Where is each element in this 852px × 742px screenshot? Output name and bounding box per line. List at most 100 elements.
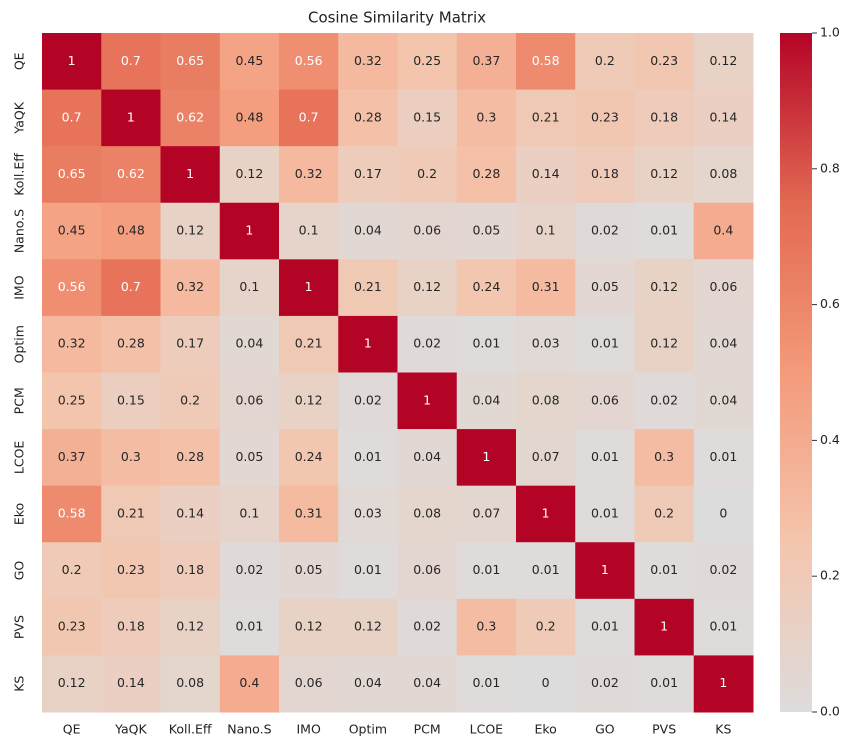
cell-label: 0.4 [239,675,259,690]
cell-label: 0.65 [58,166,86,181]
heatmap-cell [279,542,339,600]
cell-label: 0.48 [235,109,263,124]
cell-label: 0.01 [591,336,619,351]
heatmap-cell [219,146,280,204]
heatmap-cell [634,89,695,147]
y-tick-label: Eko [12,503,27,525]
heatmap-cell [397,89,458,147]
cell-label: 0.12 [235,166,263,181]
heatmap-cell [516,146,576,204]
y-tick-label: GO [12,561,27,581]
heatmap-cell [516,485,576,543]
cell-label: 0.12 [295,392,323,407]
y-tick-label: YaQK [12,101,27,134]
cell-label: 0.7 [121,53,141,68]
heatmap-cell [516,598,576,656]
heatmap-cell [634,598,695,656]
y-tick-label: IMO [12,275,27,299]
heatmap-cell [397,542,458,600]
x-tick-label: PCM [414,722,441,737]
heatmap-cell [279,259,339,317]
heatmap-cell [219,33,280,91]
cell-label: 0.01 [709,619,737,634]
heatmap-cell [338,429,398,487]
heatmap-cell [101,655,161,713]
cell-label: 0.3 [476,619,496,634]
heatmap-cell [160,485,221,543]
cell-label: 0.12 [176,619,204,634]
cell-label: 0.62 [117,166,145,181]
cell-label: 1 [305,279,313,294]
cell-label: 1 [423,392,431,407]
heatmap-cell [456,485,517,543]
heatmap-cell [42,202,102,260]
heatmap-cell [160,542,221,600]
cell-label: 0.2 [62,562,82,577]
cell-label: 0.06 [591,392,619,407]
heatmap-cell [219,542,280,600]
heatmap-cell [101,485,161,543]
heatmap-cell [516,315,576,373]
x-tick-label: KS [715,722,731,737]
heatmap-cell [101,315,161,373]
chart-title: Cosine Similarity Matrix [308,9,486,27]
colorbar-tick-label: 0.4 [820,432,840,447]
heatmap-cell [338,485,398,543]
heatmap-cell [575,259,635,317]
colorbar-tick-label: 0.2 [820,568,840,583]
cell-label: 0.45 [235,53,263,68]
heatmap-cell [101,372,161,430]
cell-label: 0.01 [591,619,619,634]
heatmap-cell [634,146,695,204]
heatmap-cell [101,542,161,600]
heatmap-cell [575,33,635,91]
heatmap-cell [634,33,695,91]
cell-label: 0.07 [532,449,560,464]
cell-label: 0.01 [532,562,560,577]
cell-label: 0.32 [354,53,382,68]
cell-label: 0.25 [413,53,441,68]
heatmap-cell [219,315,280,373]
heatmap-cell [575,202,635,260]
cell-label: 0.31 [532,279,560,294]
x-tick-label: Koll.Eff [169,722,212,737]
cell-label: 0.23 [117,562,145,577]
cell-label: 0.56 [58,279,86,294]
cell-label: 0.06 [295,675,323,690]
heatmap-cell [219,259,280,317]
cell-label: 0.05 [591,279,619,294]
cell-label: 0.56 [295,53,323,68]
heatmap-cell [516,33,576,91]
cell-label: 0.31 [295,505,323,520]
cell-label: 0.03 [532,336,560,351]
cell-label: 0.07 [472,505,500,520]
heatmap-cell [338,372,398,430]
cell-label: 1 [660,619,668,634]
heatmap-cell [42,33,102,91]
heatmap-cell [634,429,695,487]
heatmap-cell [575,372,635,430]
cell-label: 0.28 [354,109,382,124]
cell-label: 0.12 [650,166,678,181]
heatmap-cell [397,598,458,656]
cell-label: 0.06 [235,392,263,407]
cell-label: 0.37 [472,53,500,68]
heatmap-cell [516,372,576,430]
heatmap-cell [160,655,221,713]
heatmap-cell [279,655,339,713]
heatmap-cell [279,202,339,260]
cell-label: 0.7 [62,109,82,124]
colorbar-tick-label: 0.6 [820,296,840,311]
cell-label: 0 [542,675,550,690]
heatmap-cell [634,259,695,317]
heatmap-cell [516,89,576,147]
cell-label: 0.28 [176,449,204,464]
heatmap-cell [279,315,339,373]
heatmap-cell [693,146,754,204]
cell-label: 1 [542,505,550,520]
cell-label: 0.01 [709,449,737,464]
heatmap-cell [397,372,458,430]
heatmap-cell [397,202,458,260]
heatmap-cell [456,315,517,373]
cell-label: 0.17 [354,166,382,181]
